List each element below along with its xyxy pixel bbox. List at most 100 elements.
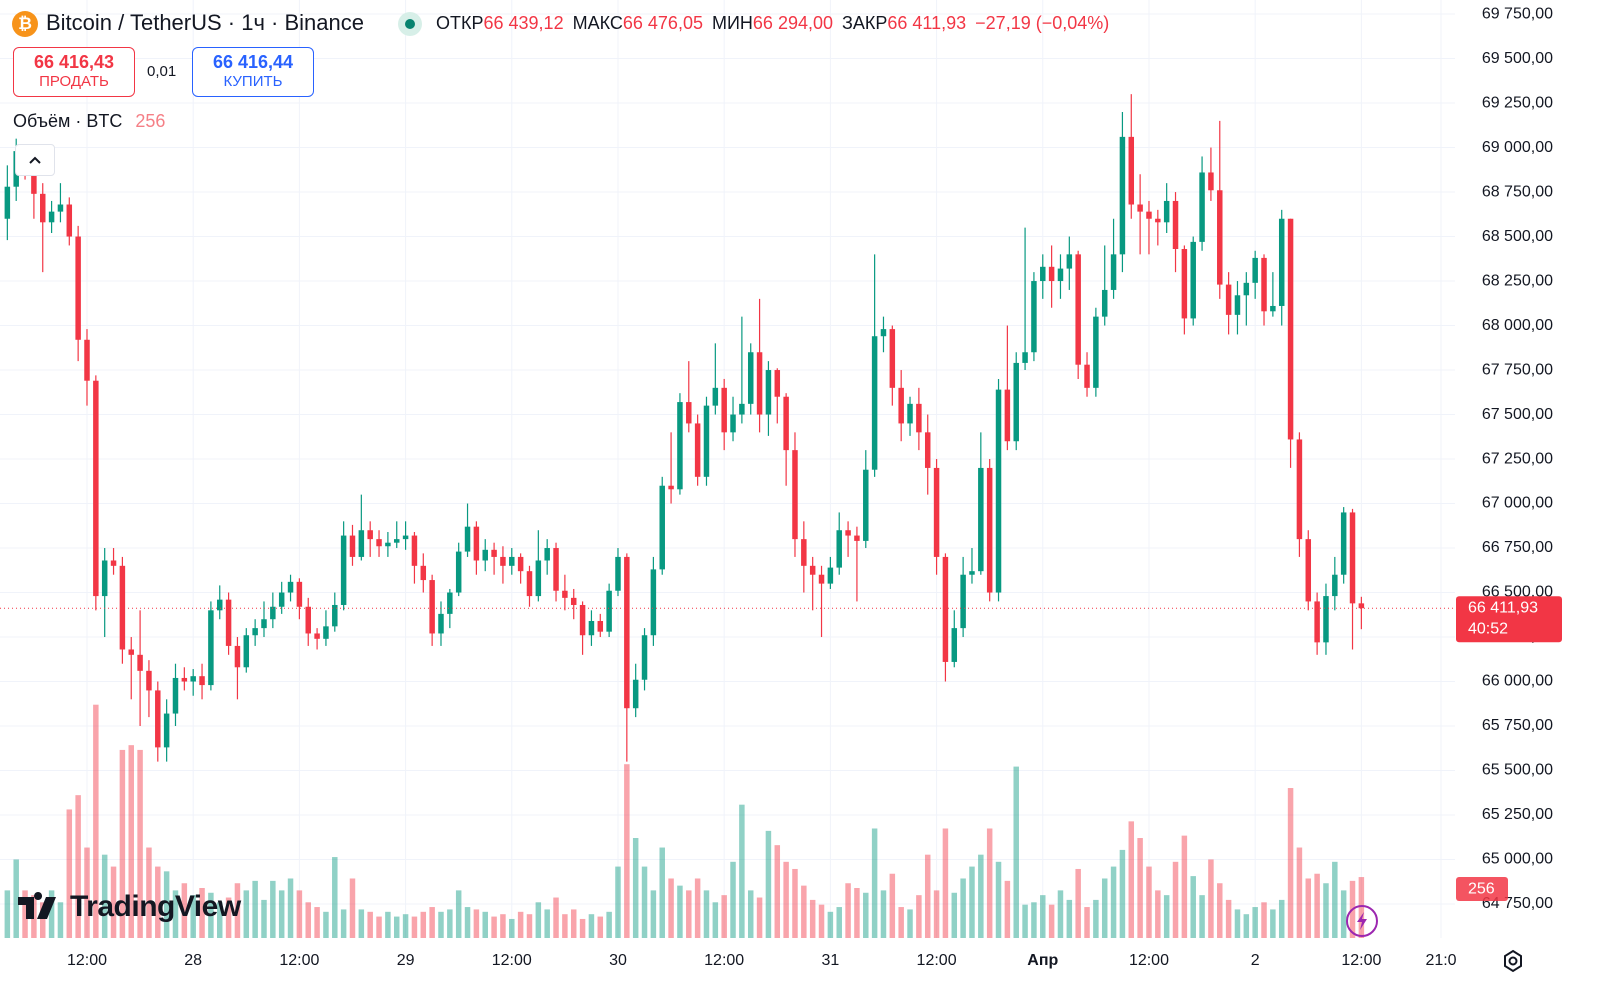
candle-body	[473, 526, 480, 561]
candle-body	[1349, 512, 1356, 604]
y-tick-label: 67 500,00	[1482, 406, 1553, 423]
alert-button[interactable]	[1346, 905, 1378, 937]
volume-value: 256	[135, 111, 166, 131]
volume-bar	[323, 911, 329, 938]
volume-bar	[1296, 847, 1303, 938]
volume-bar	[4, 890, 11, 938]
volume-bar	[199, 888, 205, 938]
candle-body	[270, 606, 276, 620]
volume-bar	[818, 904, 825, 938]
volume-bar	[686, 890, 692, 938]
candle-body	[287, 581, 294, 593]
volume-bar	[1040, 895, 1046, 938]
volume-label: Объём · BTC	[13, 111, 123, 131]
volume-bar	[429, 907, 435, 938]
symbol-title[interactable]: Bitcoin / TetherUS · 1ч · Binance	[46, 10, 364, 35]
candle-body	[677, 402, 683, 490]
volume-bar	[393, 916, 400, 938]
candle-body	[570, 597, 577, 605]
volume-bar	[190, 895, 196, 938]
x-tick-label: 12:00	[492, 952, 532, 969]
volume-bar	[1004, 880, 1011, 938]
x-tick-label: 12:00	[704, 952, 744, 969]
sell-button[interactable]: 66 416,43 ПРОДАТЬ	[13, 47, 135, 97]
volume-bar	[243, 890, 250, 938]
volume-bar	[48, 890, 55, 938]
volume-bar	[13, 859, 19, 938]
collapse-button[interactable]	[15, 144, 55, 176]
volume-bar	[827, 911, 834, 938]
candle-body	[1296, 439, 1303, 540]
candle-body	[40, 193, 46, 223]
volume-bar	[854, 888, 860, 938]
candle-body	[199, 676, 205, 686]
x-tick-label: Апр	[1027, 952, 1058, 969]
candle-body	[668, 485, 674, 490]
candle-body	[535, 560, 542, 597]
candle-body	[553, 548, 559, 591]
volume-bar	[128, 745, 134, 938]
last-price-badge	[1456, 596, 1562, 643]
volume-bar	[588, 914, 595, 938]
volume-bar	[22, 890, 28, 938]
candle-body	[1066, 254, 1073, 269]
candle-body	[1252, 257, 1258, 283]
volume-bar	[544, 909, 550, 938]
candle-body	[606, 590, 612, 632]
candle-body	[632, 679, 639, 709]
candle-body	[1234, 295, 1241, 315]
y-tick-label: 65 250,00	[1482, 806, 1553, 823]
candle-body	[712, 387, 719, 406]
candle-body	[323, 626, 329, 639]
candle-body	[75, 236, 81, 340]
candle-body	[588, 621, 595, 636]
y-tick-label: 68 500,00	[1482, 228, 1553, 245]
x-tick-label: 12:00	[1129, 952, 1169, 969]
y-tick-label: 69 500,00	[1482, 50, 1553, 67]
volume-bar	[535, 902, 542, 938]
volume-bar	[1101, 878, 1108, 938]
candle-body	[278, 592, 285, 607]
candle-body	[845, 530, 851, 536]
volume-bar	[314, 907, 320, 938]
y-tick-label: 68 000,00	[1482, 317, 1553, 334]
candle-body	[1314, 601, 1320, 643]
volume-bar	[1146, 866, 1152, 938]
volume-bar	[641, 866, 648, 938]
x-tick-label: 12:00	[1341, 952, 1381, 969]
quantity[interactable]: 0,01	[147, 63, 177, 80]
volume-bar	[916, 895, 922, 938]
candle-body	[1146, 211, 1152, 219]
candle-body	[110, 560, 117, 566]
x-tick-label: 12:00	[67, 952, 107, 969]
volume-bar	[155, 866, 161, 938]
y-tick-label: 68 750,00	[1482, 183, 1553, 200]
candle-body	[296, 581, 303, 607]
buy-button[interactable]: 66 416,44 КУПИТЬ	[192, 47, 314, 97]
volume-bar	[332, 857, 338, 938]
volume-bar	[960, 878, 966, 938]
y-tick-label: 67 000,00	[1482, 495, 1553, 512]
volume-bar	[234, 883, 241, 938]
candle-body	[101, 560, 108, 597]
volume-bar	[898, 907, 904, 938]
volume-bar	[880, 890, 887, 938]
volume-bar	[1234, 909, 1241, 938]
candle-body	[420, 565, 427, 581]
candle-body	[854, 535, 860, 541]
volume-bar	[632, 838, 639, 938]
candle-body	[261, 619, 267, 629]
volume-bar	[1155, 890, 1161, 938]
sell-price: 66 416,43	[33, 52, 115, 72]
volume-bar	[1119, 849, 1126, 938]
candle-body	[376, 539, 382, 547]
x-tick-label: 12:00	[917, 952, 957, 969]
candle-body	[924, 432, 931, 468]
volume-bar	[1128, 821, 1135, 938]
candle-body	[4, 186, 11, 219]
low-value: 66 294,00	[752, 13, 833, 33]
y-tick-label: 69 250,00	[1482, 94, 1553, 111]
candle-body	[509, 556, 515, 566]
volume-bar	[208, 892, 214, 938]
